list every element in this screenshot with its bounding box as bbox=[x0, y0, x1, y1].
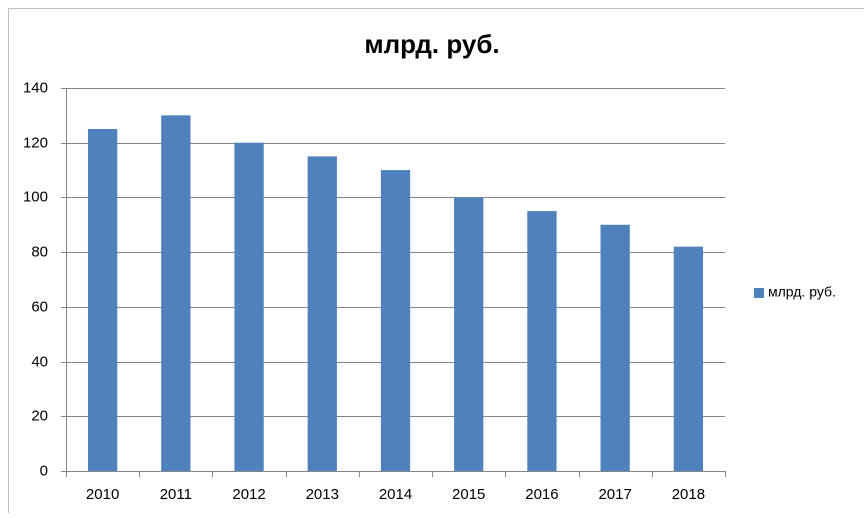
chart-title: млрд. руб. bbox=[364, 29, 499, 59]
bar bbox=[381, 170, 410, 471]
bar bbox=[308, 156, 337, 471]
x-tick-label: 2014 bbox=[379, 486, 412, 503]
y-tick-label: 80 bbox=[31, 243, 48, 260]
bar bbox=[527, 211, 556, 471]
x-tick-label: 2015 bbox=[452, 486, 485, 503]
x-tick-label: 2012 bbox=[232, 486, 265, 503]
y-tick-label: 120 bbox=[23, 134, 48, 151]
y-tick-label: 20 bbox=[31, 407, 48, 424]
chart-border bbox=[9, 9, 864, 514]
legend-swatch bbox=[754, 288, 764, 298]
legend-label: млрд. руб. bbox=[768, 284, 836, 300]
y-tick-label: 140 bbox=[23, 79, 48, 96]
x-tick-label: 2017 bbox=[598, 486, 631, 503]
bar bbox=[674, 247, 703, 471]
bar bbox=[234, 143, 263, 471]
y-tick-label: 60 bbox=[31, 298, 48, 315]
bar bbox=[161, 115, 190, 471]
x-tick-label: 2018 bbox=[672, 486, 705, 503]
x-tick-label: 2011 bbox=[160, 486, 192, 503]
y-tick-label: 40 bbox=[31, 353, 48, 370]
x-tick-label: 2013 bbox=[306, 486, 339, 503]
y-tick-label: 0 bbox=[40, 462, 48, 479]
x-tick-label: 2010 bbox=[86, 486, 119, 503]
y-tick-label: 100 bbox=[23, 188, 48, 205]
bar bbox=[454, 197, 483, 471]
bar bbox=[88, 129, 117, 471]
bar bbox=[601, 225, 630, 471]
x-tick-label: 2016 bbox=[525, 486, 558, 503]
